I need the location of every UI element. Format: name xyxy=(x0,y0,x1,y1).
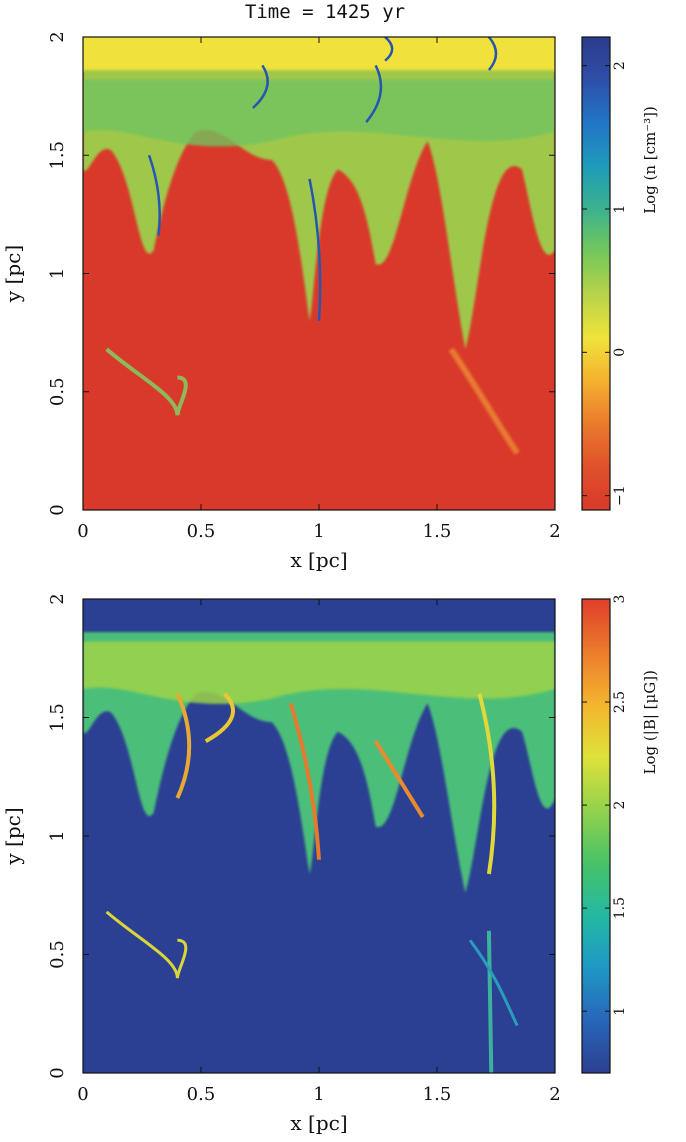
y-tick-label: 1.5 xyxy=(47,703,68,732)
x-tick-label: 2 xyxy=(549,1084,560,1105)
colorbar-tick-label: 2.5 xyxy=(612,691,628,713)
magnetic-field-panel: 0 0.5 1 1.5 2 0 0.5 1 1.5 2 x [pc] y [pc] 1 1.5 2 2.5 3 L… xyxy=(1,593,659,1135)
colorbar-tick-label: 3 xyxy=(612,595,628,604)
y-tick-label: 1.5 xyxy=(47,141,68,170)
y-axis-label: y [pc] xyxy=(1,245,25,303)
colorbar-tick-label: 1 xyxy=(612,205,628,214)
colorbar-tick-label: 1 xyxy=(612,1007,628,1016)
y-tick-label: 0.5 xyxy=(47,377,68,406)
y-axis-label: y [pc] xyxy=(1,807,25,865)
x-tick-label: 2 xyxy=(549,521,560,542)
y-tick-label: 0 xyxy=(47,504,68,515)
colorbar-label: Log (|B| [μG]) xyxy=(641,670,659,774)
x-tick-label: 0.5 xyxy=(187,1084,216,1105)
x-axis-label: x [pc] xyxy=(290,548,347,572)
colorbar-tick-label: 2 xyxy=(612,61,628,70)
colorbar-tick-label: 0 xyxy=(612,348,628,357)
density-panel: 0 0.5 1 1.5 2 0 0.5 1 1.5 2 x [pc] y [pc] −1 0 1 2 Log (… xyxy=(1,31,659,572)
x-tick-label: 0 xyxy=(77,521,88,542)
heatmap-image xyxy=(83,599,555,1073)
colorbar-label: Log (n [cm⁻³]) xyxy=(641,106,659,214)
y-tick-label: 0 xyxy=(47,1067,68,1078)
x-tick-label: 0.5 xyxy=(187,521,216,542)
y-tick-label: 0.5 xyxy=(47,940,68,969)
y-tick-label: 2 xyxy=(47,31,68,42)
x-tick-label: 1.5 xyxy=(423,1084,452,1105)
y-tick-label: 1 xyxy=(47,830,68,841)
colorbar-tick-label: 2 xyxy=(612,801,628,810)
x-tick-label: 1 xyxy=(313,1084,324,1105)
x-tick-label: 1.5 xyxy=(423,521,452,542)
x-axis-label: x [pc] xyxy=(290,1111,347,1135)
colorbar-tick-label: 1.5 xyxy=(612,897,628,919)
x-tick-label: 1 xyxy=(313,521,324,542)
colorbar xyxy=(581,598,611,1074)
y-tick-label: 1 xyxy=(47,268,68,279)
y-tick-label: 2 xyxy=(47,593,68,604)
heatmap-image xyxy=(83,37,555,510)
colorbar xyxy=(581,36,611,511)
colorbar-tick-label: −1 xyxy=(612,485,628,506)
figure-title: Time = 1425 yr xyxy=(245,1,405,23)
x-tick-label: 0 xyxy=(77,1084,88,1105)
